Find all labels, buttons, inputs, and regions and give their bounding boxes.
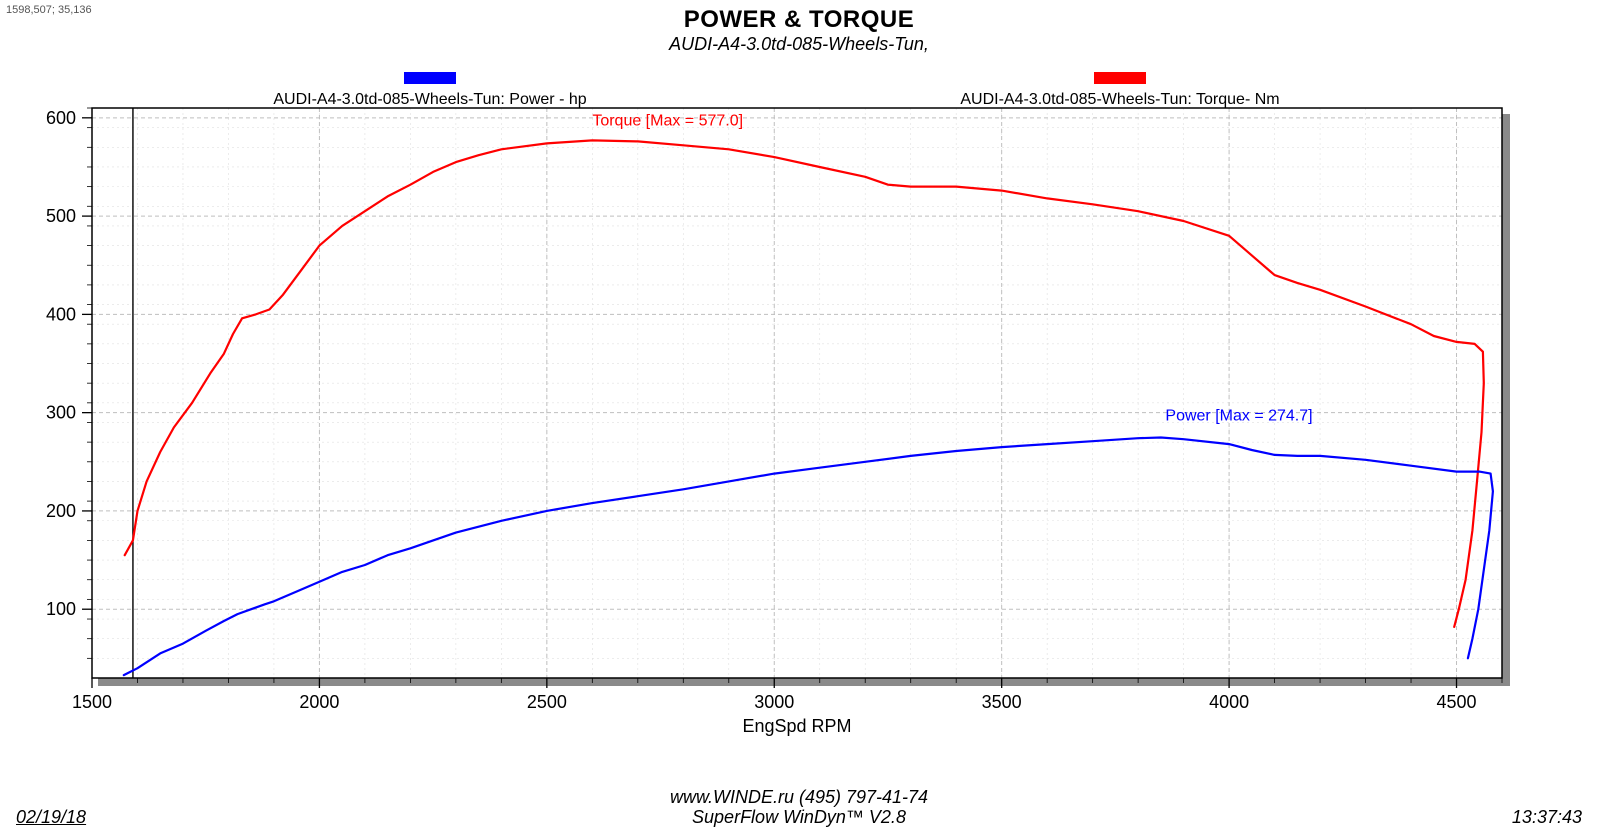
footer-line2: SuperFlow WinDyn™ V2.8 [692, 807, 906, 827]
footer-line1: www.WINDE.ru (495) 797-41-74 [670, 787, 928, 807]
svg-text:Torque [Max = 577.0]: Torque [Max = 577.0] [592, 113, 743, 130]
footer-center: www.WINDE.ru (495) 797-41-74 SuperFlow W… [0, 787, 1598, 828]
svg-text:2500: 2500 [527, 692, 567, 712]
svg-text:1500: 1500 [72, 692, 112, 712]
svg-text:500: 500 [46, 206, 76, 226]
svg-text:600: 600 [46, 108, 76, 128]
svg-text:200: 200 [46, 501, 76, 521]
svg-text:3500: 3500 [982, 692, 1022, 712]
svg-text:4000: 4000 [1209, 692, 1249, 712]
dyno-chart: 1500 2000 2500 3000 3500 4000 4500 100 200 300 400… [0, 0, 1598, 832]
svg-text:100: 100 [46, 599, 76, 619]
svg-text:EngSpd RPM: EngSpd RPM [742, 716, 851, 736]
svg-text:300: 300 [46, 403, 76, 423]
svg-text:4500: 4500 [1436, 692, 1476, 712]
svg-text:400: 400 [46, 304, 76, 324]
svg-text:3000: 3000 [754, 692, 794, 712]
footer-time: 13:37:43 [1512, 807, 1582, 828]
svg-text:2000: 2000 [299, 692, 339, 712]
svg-text:Power [Max = 274.7]: Power [Max = 274.7] [1165, 408, 1312, 425]
